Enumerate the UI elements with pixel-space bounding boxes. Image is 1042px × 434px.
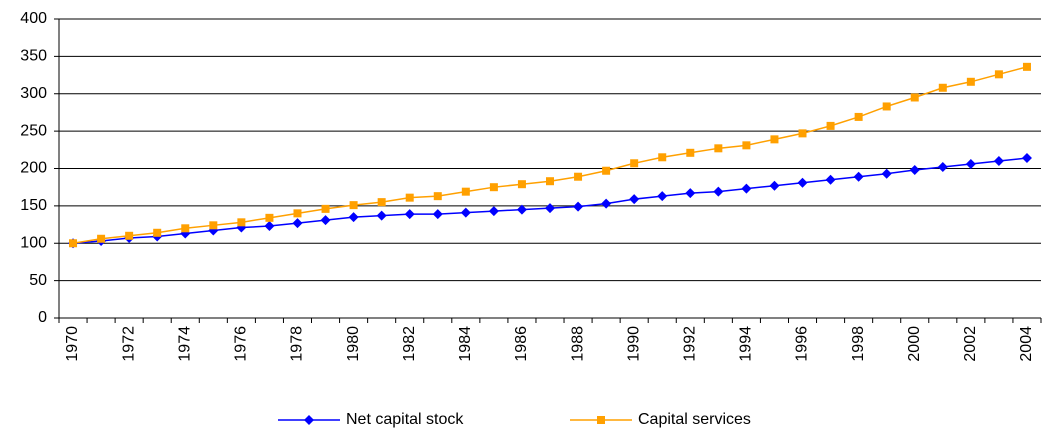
data-point <box>937 162 948 173</box>
x-tick-label: 1976 <box>233 326 250 362</box>
data-point <box>881 168 892 179</box>
data-point <box>264 221 275 232</box>
x-tick-label: 1984 <box>457 326 474 362</box>
data-point <box>658 153 667 162</box>
data-point <box>797 177 808 188</box>
data-point <box>909 164 920 175</box>
data-point <box>461 187 470 196</box>
data-point <box>321 204 330 213</box>
y-tick-label: 400 <box>20 10 47 27</box>
data-point <box>348 212 359 223</box>
legend-label: Capital services <box>638 411 751 428</box>
legend-label: Net capital stock <box>346 411 464 428</box>
x-tick-label: 1990 <box>625 326 642 362</box>
data-point <box>910 93 919 102</box>
data-point <box>377 198 386 207</box>
data-point <box>685 188 696 199</box>
data-point <box>517 180 526 189</box>
data-point <box>602 166 611 175</box>
y-tick-label: 150 <box>20 197 47 214</box>
data-point <box>404 209 415 220</box>
data-point <box>994 70 1003 79</box>
data-point <box>770 135 779 144</box>
data-point <box>153 228 162 237</box>
data-point <box>630 159 639 168</box>
data-point <box>601 198 612 209</box>
x-tick-label: 1986 <box>513 326 530 362</box>
data-point <box>433 192 442 201</box>
x-tick-label: 1982 <box>401 326 418 362</box>
data-point <box>714 144 723 153</box>
data-point <box>1022 62 1031 71</box>
y-tick-label: 300 <box>20 85 47 102</box>
x-tick-label: 1978 <box>289 326 306 362</box>
data-point <box>686 148 695 157</box>
data-point <box>965 159 976 170</box>
data-point <box>376 210 387 221</box>
data-point <box>97 234 106 243</box>
data-point <box>769 180 780 191</box>
legend-marker <box>304 415 314 425</box>
data-point <box>292 218 303 229</box>
data-point <box>713 186 724 197</box>
data-point <box>181 224 190 233</box>
x-tick-label: 1996 <box>794 326 811 362</box>
data-point <box>825 174 836 185</box>
x-tick-label: 1972 <box>120 326 137 362</box>
x-tick-label: 1988 <box>569 326 586 362</box>
data-point <box>460 207 471 218</box>
x-tick-label: 1980 <box>345 326 362 362</box>
data-point <box>545 203 555 214</box>
x-tick-label: 2000 <box>906 326 923 362</box>
data-point <box>405 193 414 202</box>
x-tick-label: 1992 <box>682 326 699 362</box>
y-tick-label: 50 <box>29 272 47 289</box>
data-point <box>237 218 246 227</box>
data-point <box>573 201 584 212</box>
x-tick-label: 2004 <box>1018 326 1035 362</box>
legend-marker <box>597 416 605 424</box>
data-point <box>293 209 302 218</box>
data-point <box>854 112 863 121</box>
data-point <box>488 206 499 217</box>
x-tick-label: 2002 <box>962 326 979 362</box>
data-point <box>125 231 134 240</box>
data-point <box>349 201 358 210</box>
y-tick-label: 200 <box>20 160 47 177</box>
data-point <box>993 156 1004 167</box>
data-point <box>574 172 583 181</box>
data-point <box>516 204 527 215</box>
data-point <box>742 141 751 150</box>
data-point <box>209 221 218 230</box>
x-tick-label: 1970 <box>64 326 81 362</box>
data-point <box>1021 153 1032 164</box>
data-point <box>938 83 947 92</box>
data-point <box>882 102 891 111</box>
data-point <box>489 183 498 192</box>
data-point <box>853 171 864 182</box>
data-point <box>629 194 640 205</box>
data-point <box>798 129 807 138</box>
y-tick-label: 250 <box>20 122 47 139</box>
data-point <box>265 213 274 222</box>
x-tick-label: 1994 <box>738 326 755 362</box>
data-point <box>432 209 443 220</box>
data-point <box>69 239 78 248</box>
data-point <box>741 183 752 194</box>
x-tick-label: 1974 <box>176 326 193 362</box>
data-point <box>657 191 668 202</box>
data-point <box>826 121 835 130</box>
y-tick-label: 100 <box>20 234 47 251</box>
data-point <box>546 177 554 186</box>
y-tick-label: 350 <box>20 48 47 65</box>
data-point <box>966 77 975 86</box>
y-tick-label: 0 <box>38 309 47 326</box>
x-tick-label: 1998 <box>850 326 867 362</box>
data-point <box>320 215 331 226</box>
